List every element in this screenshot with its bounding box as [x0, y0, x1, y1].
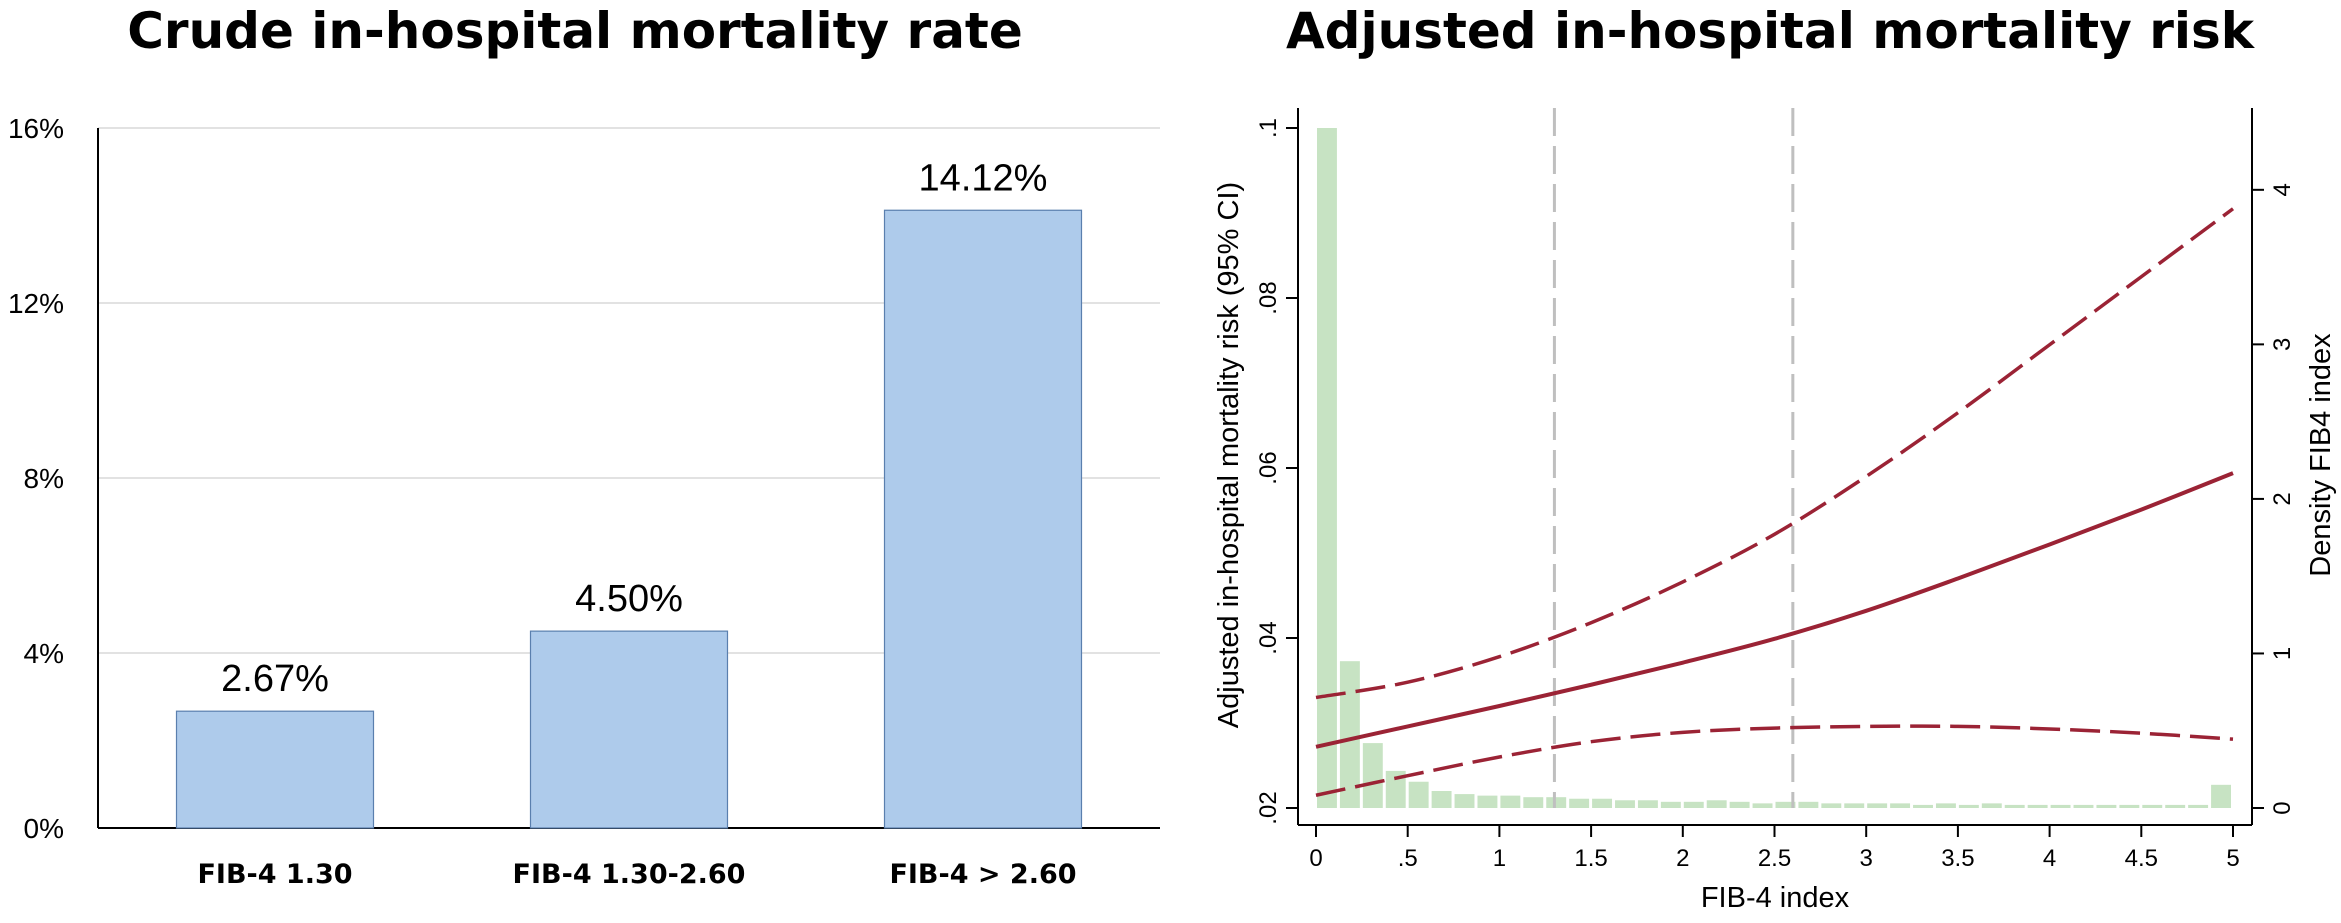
histogram-bar	[2096, 804, 2117, 808]
histogram-bar	[1523, 797, 1544, 808]
x-tick-label: 3.5	[1941, 845, 1974, 872]
x-category-label: FIB-4 1.30-2.60	[513, 859, 746, 890]
histogram-bar	[1500, 795, 1521, 808]
y-tick-label: 16%	[8, 113, 64, 144]
y2-tick-label: 2	[2269, 492, 2296, 505]
x-category-label: FIB-4 > 2.60	[889, 859, 1076, 890]
bar-data-label: 4.50%	[575, 578, 683, 620]
right-chart-title: Adjusted in-hospital mortality risk	[1286, 2, 2256, 60]
y2-tick-label: 0	[2269, 801, 2296, 814]
histogram-bar	[1660, 801, 1681, 808]
histogram-bar	[2165, 804, 2186, 808]
histogram-bar	[1890, 803, 1911, 808]
histogram-bar	[1935, 803, 1956, 808]
histogram-bar	[1752, 803, 1773, 808]
bar-data-label: 2.67%	[221, 658, 329, 700]
adjusted-risk-line-chart: Adjusted in-hospital mortality risk 0 .5 1 1…	[1213, 2, 2337, 914]
histogram-bar	[1477, 795, 1498, 808]
histogram-bar	[1844, 803, 1865, 808]
bar	[529, 630, 729, 829]
y-tick-label: 12%	[8, 288, 64, 319]
x-tick-label: 1.5	[1574, 845, 1607, 872]
x-tick-label: 4.5	[2125, 845, 2158, 872]
histogram-bar	[1408, 781, 1429, 808]
histogram-bar	[1821, 803, 1842, 808]
x-tick-label: 2	[1676, 845, 1689, 872]
bar-data-label: 14.12%	[919, 157, 1048, 199]
y-tick-label: 8%	[24, 463, 64, 494]
histogram-bar	[2027, 804, 2048, 808]
histogram-bar	[1981, 803, 2002, 808]
histogram-bar	[1454, 794, 1475, 808]
histogram-bar	[2004, 804, 2025, 808]
y-tick-label: .08	[1255, 281, 1282, 314]
y2-axis-label: Density FIB4 index	[2305, 333, 2337, 577]
histogram-bar	[1317, 128, 1337, 808]
histogram-bar	[1569, 798, 1590, 808]
crude-mortality-bar-chart: Crude in-hospital mortality rate 0% 4% 8% 12…	[8, 2, 1160, 890]
bar	[883, 209, 1083, 829]
y-axis-label: Adjusted in-hospital mortality risk (95%…	[1213, 182, 1245, 728]
histogram-bar	[2188, 804, 2209, 808]
histogram-bar	[1706, 800, 1727, 808]
y2-tick-label: 4	[2269, 183, 2296, 196]
x-tick-label: 5	[2226, 845, 2239, 872]
histogram-bar	[2073, 804, 2094, 808]
y2-tick-label: 1	[2269, 647, 2296, 660]
histogram-bar	[1958, 804, 1979, 808]
histogram-bar	[1683, 801, 1704, 808]
histogram-bar	[1362, 743, 1383, 808]
histogram-bar	[1775, 801, 1796, 808]
x-tick-label: .5	[1398, 845, 1418, 872]
x-category-label: FIB-4 1.30	[197, 859, 352, 890]
histogram-bar	[1546, 797, 1567, 808]
y-tick-label: .04	[1255, 621, 1282, 654]
y-tick-label: .02	[1255, 791, 1282, 824]
x-tick-label: 3	[1860, 845, 1873, 872]
histogram-bar	[1729, 801, 1750, 808]
y2-tick-label: 3	[2269, 338, 2296, 351]
histogram-bar	[2211, 784, 2231, 808]
y-tick-label: .1	[1255, 118, 1282, 138]
histogram-bar	[1913, 804, 1933, 808]
histogram-bar	[1385, 770, 1406, 808]
x-tick-label: 4	[2043, 845, 2056, 872]
histogram-bar	[1339, 661, 1360, 808]
histogram-bar	[2142, 804, 2163, 808]
histogram-bar	[1615, 800, 1635, 808]
estimate-line	[1315, 471, 2234, 749]
bar	[175, 710, 375, 829]
y-tick-label: .06	[1255, 451, 1282, 484]
histogram-bar	[1798, 801, 1819, 808]
ci-bound-line	[1315, 207, 2235, 700]
histogram-bar	[1637, 800, 1658, 808]
histogram-bar	[1592, 798, 1613, 808]
y-tick-label: 0%	[24, 813, 64, 844]
x-tick-label: 2.5	[1758, 845, 1791, 872]
x-axis-label: FIB-4 index	[1701, 882, 1850, 914]
histogram-bar	[2050, 804, 2071, 808]
histogram-bar	[1431, 791, 1452, 808]
y-tick-label: 4%	[24, 638, 64, 669]
histogram-bar	[1867, 803, 1888, 808]
ci-bound-line	[1315, 724, 2234, 797]
x-tick-label: 1	[1493, 845, 1506, 872]
histogram-bar	[2119, 804, 2140, 808]
left-chart-title: Crude in-hospital mortality rate	[127, 2, 1023, 60]
x-tick-label: 0	[1309, 845, 1322, 872]
